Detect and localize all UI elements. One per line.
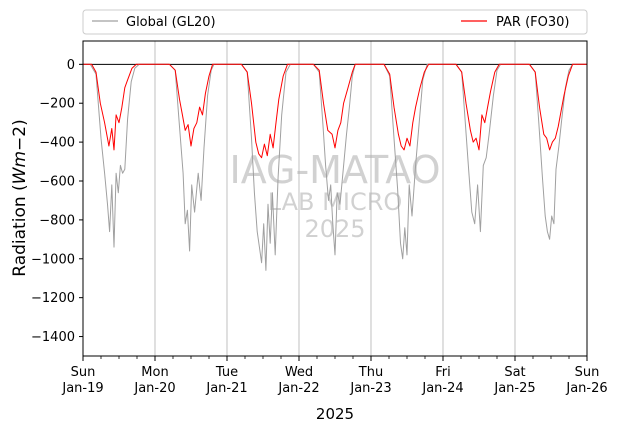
x-tick-label-day: Thu	[358, 365, 383, 380]
legend-label-par: PAR (FO30)	[496, 15, 569, 30]
y-tick-label: −800	[39, 213, 75, 228]
watermark-line-1: IAG-MATAO	[229, 148, 440, 192]
y-tick-label: −1200	[31, 291, 75, 306]
plot-area: IAG-MATAO LAB MICRO 2025	[82, 40, 588, 357]
x-tick-label-date: Jan-23	[349, 381, 391, 396]
x-tick-label-day: Wed	[285, 365, 313, 380]
y-axis-title: Radiation (Wm−2)	[10, 119, 30, 276]
y-tick-label: −1400	[31, 330, 75, 345]
x-tick-label-date: Jan-26	[565, 381, 607, 396]
x-tick-label-day: Fri	[435, 365, 451, 380]
legend-frame	[82, 9, 588, 35]
watermark-line-2: LAB MICRO	[268, 188, 403, 216]
y-tick-label: −1000	[31, 252, 75, 267]
x-axis: SunJan-19MonJan-20TueJan-21WedJan-22ThuJ…	[61, 356, 608, 396]
x-tick-label-day: Mon	[141, 365, 168, 380]
x-tick-label-date: Jan-25	[493, 381, 535, 396]
y-tick-label: −200	[39, 97, 75, 112]
y-axis: 0 −200 −400 −600 −800 −1000 −1200 −1400	[31, 58, 83, 345]
legend: Global (GL20) PAR (FO30)	[82, 9, 588, 35]
y-tick-label: 0	[67, 58, 75, 73]
series-line-par	[83, 63, 587, 159]
x-tick-label-date: Jan-22	[277, 381, 319, 396]
x-tick-label-date: Jan-20	[133, 381, 175, 396]
x-tick-label-day: Tue	[215, 365, 238, 380]
x-tick-label-day: Sun	[575, 365, 600, 380]
x-tick-label-day: Sat	[504, 365, 525, 380]
x-tick-label-date: Jan-21	[205, 381, 247, 396]
y-tick-label: −400	[39, 136, 75, 151]
y-tick-label: −600	[39, 175, 75, 190]
x-tick-label-date: Jan-24	[421, 381, 463, 396]
watermark: IAG-MATAO LAB MICRO 2025	[229, 148, 440, 243]
x-tick-label-day: Sun	[71, 365, 96, 380]
x-tick-label-date: Jan-19	[61, 381, 103, 396]
watermark-line-3: 2025	[304, 215, 365, 243]
legend-label-global: Global (GL20)	[126, 15, 216, 30]
x-axis-title: 2025	[316, 405, 354, 423]
series-layer	[83, 63, 587, 271]
